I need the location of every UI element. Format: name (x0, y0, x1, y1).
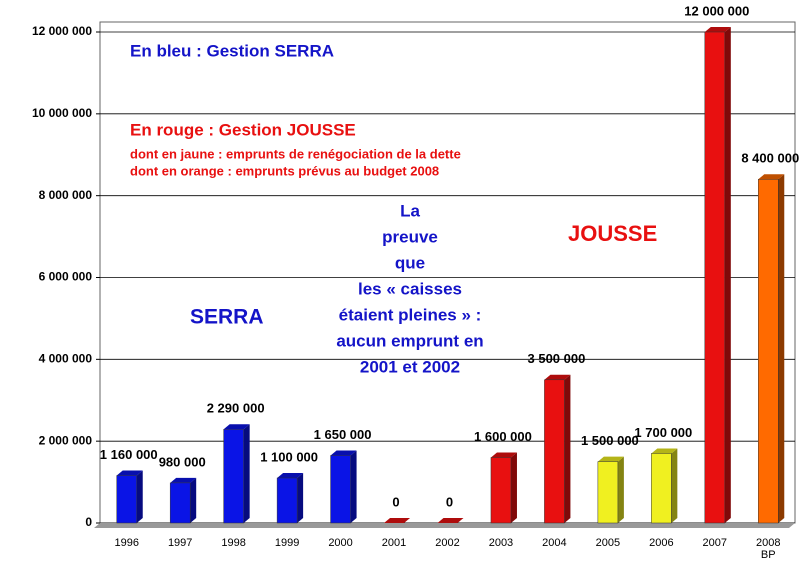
note-line: étaient pleines » : (339, 305, 482, 324)
annotation: SERRA (190, 306, 264, 329)
floor (94, 523, 795, 528)
bar-side (564, 374, 571, 523)
bar-side (190, 477, 197, 523)
y-tick-label: 0 (85, 515, 92, 529)
bar (597, 461, 619, 524)
bar-top (758, 174, 785, 180)
bar-top (597, 456, 624, 462)
value-label: 8 400 000 (741, 151, 799, 166)
y-tick-label: 12 000 000 (32, 24, 92, 38)
value-label: 980 000 (159, 454, 206, 469)
bar (276, 477, 298, 524)
note-line: 2001 et 2002 (360, 357, 460, 376)
bar-side (724, 27, 731, 523)
value-label: 1 700 000 (634, 425, 692, 440)
value-label: 12 000 000 (684, 3, 749, 18)
bar-top (330, 450, 357, 456)
bar-top (116, 470, 143, 476)
bar-side (243, 424, 250, 523)
bar (758, 179, 779, 524)
note-line: La (400, 201, 420, 220)
x-tick-label: 1998 (221, 537, 246, 549)
bar-top (651, 448, 678, 454)
note-line: que (395, 253, 425, 272)
value-label: 1 500 000 (581, 433, 639, 448)
x-tick-label: 2004 (542, 537, 567, 549)
bar-side (510, 452, 517, 523)
bar (490, 457, 512, 524)
bar-top (277, 472, 304, 478)
bar-side (778, 174, 785, 524)
value-label: 1 650 000 (314, 427, 372, 442)
bar (116, 475, 137, 524)
value-label: 1 160 000 (100, 447, 158, 462)
x-tick-label: 2005 (595, 537, 621, 549)
bar (651, 453, 672, 524)
bar-side (671, 448, 678, 523)
x-tick-label: 2001 (381, 537, 407, 549)
bar-side (297, 472, 304, 523)
bar (169, 482, 191, 524)
bar-side (136, 470, 143, 523)
bar (223, 429, 244, 524)
bar-top (170, 477, 197, 483)
bar-top (704, 27, 731, 32)
note-line: preuve (382, 227, 438, 246)
y-tick-label: 4 000 000 (39, 352, 93, 366)
value-label: 1 600 000 (474, 429, 532, 444)
annotation: dont en orange : emprunts prévus au budg… (130, 163, 439, 178)
note-line: aucun emprunt en (336, 331, 483, 350)
annotation: En rouge : Gestion JOUSSE (130, 120, 356, 139)
y-tick-label: 8 000 000 (39, 188, 93, 202)
value-label: 3 500 000 (528, 351, 586, 366)
annotation: JOUSSE (568, 221, 657, 246)
x-tick-label: 2007 (702, 537, 728, 549)
value-label: 0 (446, 494, 453, 509)
bar-top (437, 518, 464, 523)
bar-top (223, 424, 250, 430)
x-tick-label: 2000 (328, 537, 353, 549)
bar-top (384, 518, 411, 523)
annotation: dont en jaune : emprunts de renégociatio… (130, 146, 461, 161)
note-line: les « caisses (358, 279, 462, 298)
value-label: 2 290 000 (207, 401, 265, 416)
value-label: 1 100 000 (260, 449, 318, 464)
x-tick-label: 1999 (274, 537, 300, 549)
x-tick-label: 2008 BP (756, 537, 781, 561)
x-tick-label: 2006 (649, 537, 674, 549)
y-tick-label: 2 000 000 (39, 433, 93, 447)
bar-top (544, 374, 571, 380)
value-label: 0 (392, 494, 399, 509)
y-tick-label: 10 000 000 (32, 106, 92, 120)
annotation: En bleu : Gestion SERRA (130, 41, 334, 60)
x-tick-label: 1997 (167, 537, 193, 549)
bar (330, 455, 351, 524)
x-tick-label: 1996 (114, 537, 139, 549)
x-tick-label: 2003 (488, 537, 514, 549)
bar (544, 379, 565, 524)
bar-side (350, 450, 357, 523)
bar-side (617, 456, 624, 523)
plot-border (99, 21, 796, 524)
bar (704, 31, 726, 524)
x-tick-label: 2002 (435, 537, 460, 549)
bar-top (490, 452, 517, 458)
y-tick-label: 6 000 000 (39, 270, 93, 284)
